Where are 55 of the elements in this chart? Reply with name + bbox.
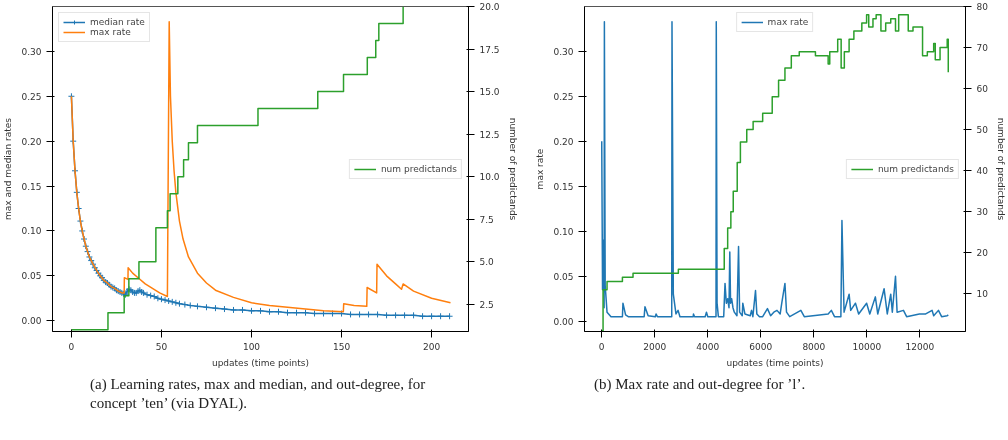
x-tick-label: 200: [422, 341, 441, 352]
y2-tick-label: 60: [976, 84, 989, 95]
x-axis-title: updates (time points): [726, 357, 824, 368]
y-tick-label: 0.00: [553, 316, 574, 327]
y-tick-label: 0.30: [553, 46, 574, 57]
x-tick-label: 2000: [643, 341, 667, 352]
x-tick-label: 10000: [852, 341, 882, 352]
y2-tick-label: 20: [976, 248, 989, 259]
y-tick-label: 0.10: [553, 226, 574, 237]
y-tick-label: 0.25: [553, 91, 574, 102]
y-tick-label: 0.05: [21, 271, 42, 282]
x-tick-label: 8000: [802, 341, 826, 352]
x-axis-title: updates (time points): [211, 357, 310, 368]
x-tick-label: 0: [598, 341, 605, 352]
y-axis-title: max rate: [535, 148, 546, 190]
y2-tick-label: 20.0: [479, 2, 500, 12]
x-tick-label: 4000: [696, 341, 720, 352]
legend-label: num predictands: [877, 163, 954, 174]
y2-tick-label: 10.0: [479, 172, 500, 183]
y2-tick-label: 12.5: [479, 129, 500, 140]
y-axis-title: max and median rates: [3, 117, 14, 220]
legend-label: num predictands: [380, 163, 457, 174]
x-tick-label: 0: [68, 341, 75, 352]
x-tick-label: 6000: [749, 341, 773, 352]
x-tick-label: 12000: [905, 341, 935, 352]
y2-tick-label: 80: [976, 2, 989, 12]
y-tick-label: 0.05: [553, 271, 574, 282]
text: (b) Max rate and out-degree for ’l’.: [594, 375, 806, 394]
legend-label: max rate: [90, 27, 131, 37]
x-tick-label: 50: [155, 341, 168, 352]
y-tick-label: 0.25: [21, 91, 42, 102]
y2-tick-label: 15.0: [479, 87, 500, 98]
y-tick-label: 0.30: [21, 46, 42, 57]
y2-tick-label: 5.0: [479, 257, 495, 268]
y-tick-label: 0.00: [21, 316, 42, 327]
y-tick-label: 0.15: [553, 181, 574, 192]
y2-tick-label: 30: [976, 207, 989, 218]
y-tick-label: 0.15: [21, 181, 42, 192]
y2-axis-title: number of predictands: [995, 117, 1006, 221]
y2-tick-label: 10: [976, 289, 989, 300]
y2-axis-title: number of predictands: [507, 117, 518, 221]
y2-tick-label: 70: [976, 43, 989, 54]
legend-label: median rate: [90, 17, 145, 27]
y2-tick-label: 2.5: [479, 299, 494, 310]
text: (a) Learning rates, max and median, and out-degree, for concept ’ten’ (via DYAL).: [90, 375, 427, 413]
x-tick-label: 100: [242, 341, 261, 352]
x-tick-label: 150: [332, 341, 351, 352]
legend-label: max rate: [767, 17, 809, 27]
y2-tick-label: 50: [976, 125, 989, 136]
y-tick-label: 0.20: [553, 136, 574, 147]
y2-tick-label: 17.5: [479, 44, 500, 55]
y-tick-label: 0.10: [21, 226, 42, 237]
y-tick-label: 0.20: [21, 136, 42, 147]
y2-tick-label: 7.5: [479, 214, 494, 225]
y2-tick-label: 40: [976, 166, 989, 177]
